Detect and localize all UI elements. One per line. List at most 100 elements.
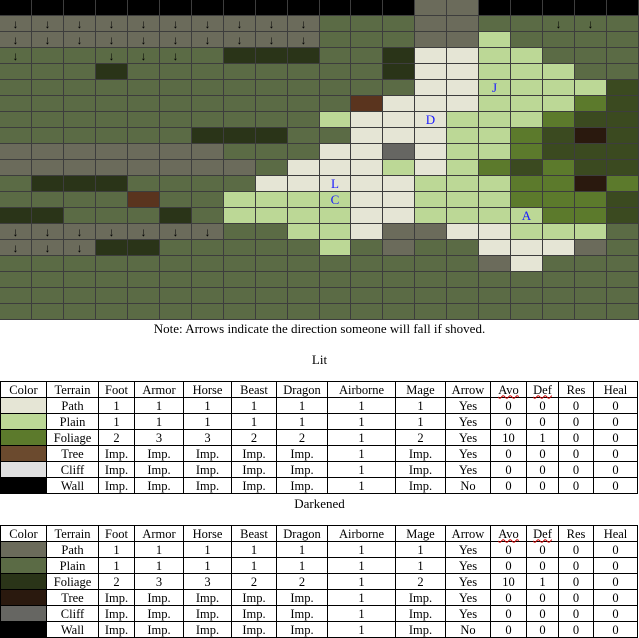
table-cell: 1 <box>327 445 396 462</box>
map-tile: ↓ <box>96 32 128 48</box>
table-cell: 0 <box>526 557 559 574</box>
map-tile <box>256 288 288 304</box>
map-tile <box>32 288 64 304</box>
table-row: Plain 1 1 1 1 1 1 1 Yes 0 0 0 0 <box>0 413 638 430</box>
map-tile: ↓ <box>288 32 320 48</box>
map-tile <box>128 144 160 160</box>
map-tile <box>96 112 128 128</box>
table-cell: 0 <box>593 445 638 462</box>
map-tile <box>96 240 128 256</box>
map-tile <box>128 176 160 192</box>
table-cell: 0 <box>490 477 527 494</box>
table-cell: 1 <box>183 541 232 558</box>
table-cell: 1 <box>327 413 396 430</box>
table-row: Tree Imp. Imp. Imp. Imp. Imp. 1 Imp. Yes 0 0 0 0 <box>0 445 638 462</box>
color-swatch <box>0 445 47 462</box>
map-tile <box>96 208 128 224</box>
table-cell: Imp. <box>98 589 135 606</box>
map-tile <box>383 176 415 192</box>
map-tile <box>607 304 639 320</box>
table-cell: Imp. <box>183 445 232 462</box>
map-tile <box>383 112 415 128</box>
map-tile <box>383 272 415 288</box>
table-cell: Imp. <box>231 477 277 494</box>
table-cell: Yes <box>445 413 491 430</box>
map-tile <box>32 256 64 272</box>
map-tile <box>415 144 447 160</box>
map-tile <box>288 128 320 144</box>
map-tile: ↓ <box>575 16 607 32</box>
column-header: Res <box>558 525 594 542</box>
map-tile <box>64 96 96 112</box>
map-tile <box>351 272 383 288</box>
table-cell: 1 <box>98 541 135 558</box>
map-tile <box>192 0 224 16</box>
map-tile <box>479 16 511 32</box>
table-cell: No <box>445 477 491 494</box>
table-cell: 10 <box>490 573 527 590</box>
map-tile <box>32 112 64 128</box>
map-tile <box>320 272 351 288</box>
table-cell: 1 <box>183 557 232 574</box>
color-swatch <box>0 605 47 622</box>
table-cell: 10 <box>490 429 527 446</box>
map-tile: D <box>415 112 447 128</box>
map-tile <box>224 112 256 128</box>
map-tile <box>96 256 128 272</box>
map-tile <box>543 0 575 16</box>
map-tile <box>320 96 351 112</box>
table-cell: Imp. <box>395 605 446 622</box>
table-cell: 0 <box>558 413 594 430</box>
table-cell: Wall <box>46 477 99 494</box>
map-tile <box>543 288 575 304</box>
map-tile <box>320 160 351 176</box>
fall-direction-arrow-icon: ↓ <box>44 32 51 47</box>
darkened-terrain-table: Color Terrain Foot Armor Horse Beast Dragon Air… <box>0 525 638 638</box>
map-tile <box>256 96 288 112</box>
map-tile <box>224 0 256 16</box>
table-cell: Imp. <box>134 605 184 622</box>
table-cell: Imp. <box>183 477 232 494</box>
table-cell: 2 <box>231 429 277 446</box>
map-tile <box>32 192 64 208</box>
map-tile <box>415 96 447 112</box>
table-cell: 0 <box>593 397 638 414</box>
map-tile: ↓ <box>0 224 32 240</box>
fall-direction-arrow-icon: ↓ <box>12 240 19 255</box>
color-swatch <box>0 621 47 638</box>
map-tile <box>447 64 479 80</box>
table-cell: 0 <box>593 605 638 622</box>
map-tile <box>607 208 639 224</box>
map-tile <box>256 176 288 192</box>
column-header: Def <box>526 381 559 398</box>
map-tile <box>224 256 256 272</box>
map-tile <box>479 48 511 64</box>
map-tile <box>607 48 639 64</box>
fall-direction-arrow-icon: ↓ <box>172 16 179 31</box>
table-cell: Cliff <box>46 461 99 478</box>
map-tile <box>64 128 96 144</box>
map-tile <box>511 96 543 112</box>
map-tile <box>415 32 447 48</box>
table-cell: Path <box>46 397 99 414</box>
map-tile <box>543 208 575 224</box>
color-swatch <box>0 573 47 590</box>
table-cell: 1 <box>134 413 184 430</box>
map-tile <box>607 224 639 240</box>
map-tile <box>543 112 575 128</box>
table-cell: 0 <box>558 621 594 638</box>
map-tile <box>447 48 479 64</box>
map-tile <box>447 256 479 272</box>
map-tile <box>351 128 383 144</box>
map-tile <box>256 304 288 320</box>
fall-direction-arrow-icon: ↓ <box>12 32 19 47</box>
map-tile <box>543 64 575 80</box>
map-tile <box>320 0 351 16</box>
map-tile: C <box>320 192 351 208</box>
map-tile <box>543 304 575 320</box>
map-tile <box>96 0 128 16</box>
map-tile <box>479 128 511 144</box>
table-cell: Imp. <box>276 445 328 462</box>
fall-direction-arrow-icon: ↓ <box>108 48 115 63</box>
map-tile <box>543 192 575 208</box>
